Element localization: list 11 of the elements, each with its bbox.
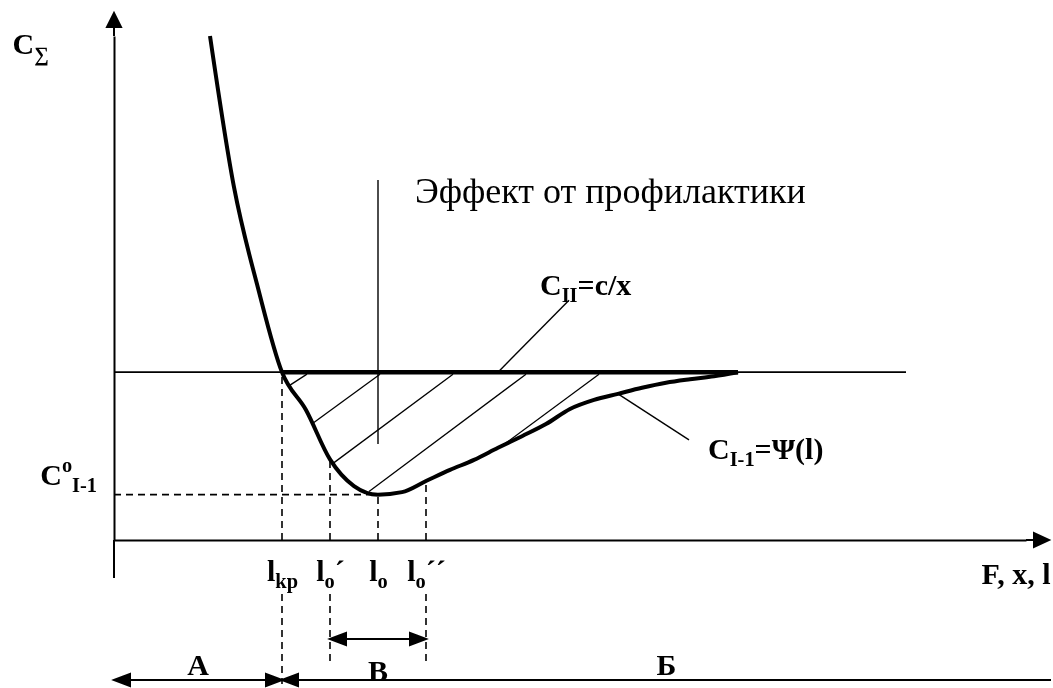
x-axis-title: F, x, l [981, 556, 1051, 590]
text: C$_{II}$=c/x [540, 268, 632, 306]
x-tick-label: l$_{o}$ [369, 553, 388, 592]
x-tick-label: l$_{kp}$ [266, 553, 299, 593]
y-axis-title: C$_{∑}$ [12, 26, 49, 66]
series-label: C$_{I-1}$=Ψ(l) [708, 431, 824, 470]
x-tick-label: l$_{o}$´ [316, 553, 345, 592]
text: Б [656, 648, 677, 681]
text: А [187, 648, 210, 681]
x-tick-label: l$_{o}$´´ [407, 553, 446, 592]
annotation: Эффект от профилактики [415, 171, 806, 211]
